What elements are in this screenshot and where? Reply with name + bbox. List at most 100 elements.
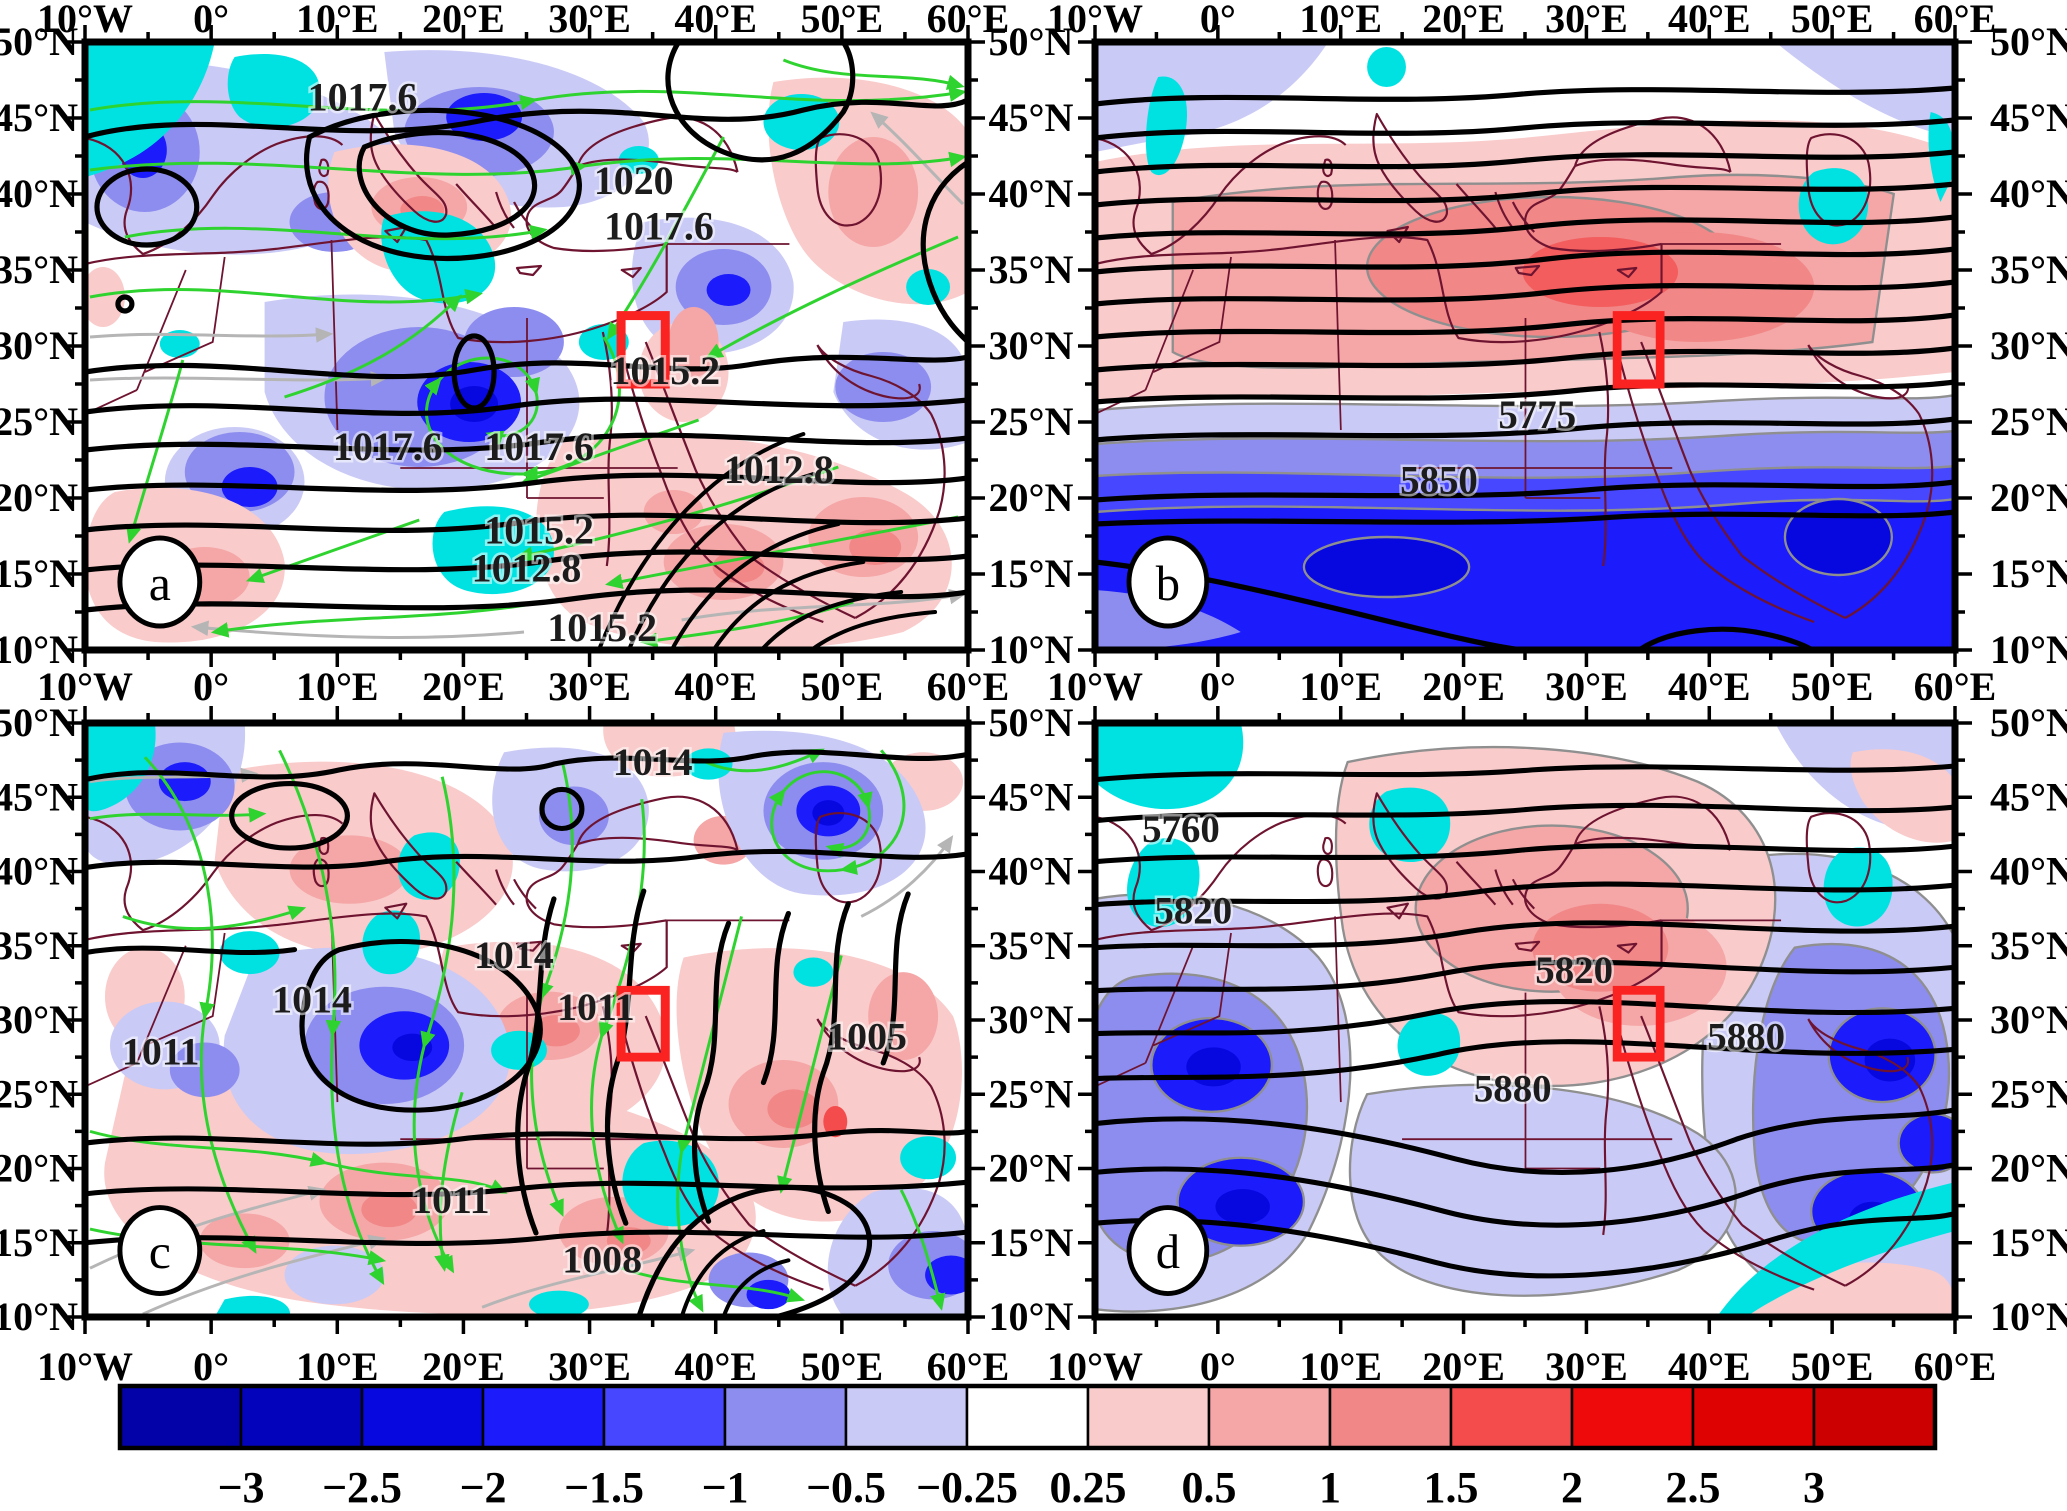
lat-tick-label: 10°N — [0, 627, 78, 672]
lat-tick-label: 15°N — [989, 551, 1074, 596]
lon-tick-label: 40°E — [1668, 1344, 1751, 1389]
lat-tick-label: 10°N — [0, 1294, 78, 1339]
contour-label: 5880 — [1474, 1068, 1552, 1111]
colorbar-tick-label: 3 — [1803, 1463, 1825, 1506]
panel-label-badge — [1126, 1205, 1210, 1296]
colorbar-cell — [723, 1384, 848, 1450]
panel-label-badge — [117, 535, 203, 629]
lon-tick-label: 60°E — [1914, 0, 1997, 41]
panel-b-contours — [1095, 85, 1955, 650]
lon-tick-label: 50°E — [801, 1344, 884, 1389]
lat-tick-label: 30°N — [1990, 997, 2067, 1042]
panel-c-shading — [85, 723, 968, 1317]
lat-tick-label: 45°N — [0, 774, 78, 819]
lon-tick-label: 30°E — [1545, 0, 1628, 41]
lat-tick-label: 20°N — [1990, 1146, 2067, 1191]
lat-tick-label: 30°N — [0, 323, 78, 368]
lon-tick-label: 30°E — [548, 1344, 631, 1389]
colorbar-tick-label: 2 — [1561, 1463, 1583, 1506]
contour-label: 5760 — [1142, 808, 1220, 851]
colorbar-tick-label: −0.25 — [916, 1463, 1018, 1506]
colorbar-tick-label: 0.25 — [1050, 1463, 1127, 1506]
lon-tick-label: 0° — [1200, 0, 1236, 41]
colorbar-tick-label: −1 — [701, 1463, 748, 1506]
lat-tick-label: 20°N — [1990, 475, 2067, 520]
lat-tick-label: 30°N — [989, 997, 1074, 1042]
contour-label: 5820 — [1154, 889, 1232, 932]
lon-tick-label: 10°E — [1299, 1344, 1382, 1389]
panel-c-contours — [85, 749, 968, 1317]
panel-label: a — [149, 555, 171, 611]
lat-tick-label: 30°N — [1990, 323, 2067, 368]
lat-tick-label: 15°N — [989, 1220, 1074, 1265]
lon-tick-label: 50°E — [1791, 664, 1874, 709]
lat-tick-label: 35°N — [0, 247, 78, 292]
lon-tick-label: 10°E — [1299, 0, 1382, 41]
lat-tick-label: 45°N — [1990, 774, 2067, 819]
contour-label: 1012.8 — [472, 546, 582, 591]
colorbar-labels: −3 −2.5 −2 −1.5 −1 −0.5 −0.25 0.25 0.5 1 1.5 2 2.5 3 — [217, 1463, 1825, 1511]
lat-tick-label: 20°N — [989, 475, 1074, 520]
panel-d-tick-marks — [1078, 706, 1972, 1334]
contour-label: 5880 — [1707, 1016, 1785, 1059]
lat-tick-label: 50°N — [0, 19, 78, 64]
contour-label: 1017.6 — [333, 424, 443, 469]
colorbar-cell — [1449, 1384, 1574, 1450]
lat-tick-label: 15°N — [1990, 551, 2067, 596]
axis-ticks — [68, 25, 1972, 1334]
contour-label: 1012.8 — [724, 447, 834, 492]
lat-tick-label: 50°N — [1990, 19, 2067, 64]
lon-tick-label: 40°E — [674, 0, 757, 41]
lat-tick-label: 10°N — [1990, 1294, 2067, 1339]
colorbar-tick-label: −1.5 — [564, 1463, 644, 1506]
colorbar-tick-label: −3 — [217, 1463, 264, 1506]
lon-tick-label: 60°E — [1914, 1344, 1997, 1389]
lat-tick-label: 20°N — [989, 1146, 1074, 1191]
study-area-box — [616, 985, 670, 1062]
lon-tick-label: 10°W — [1047, 1344, 1143, 1389]
lat-tick-label: 40°N — [0, 171, 78, 216]
colorbar-cell — [481, 1384, 606, 1450]
contour-label: 1017.6 — [604, 204, 714, 249]
lat-tick-label: 35°N — [989, 923, 1074, 968]
panel-label: b — [1156, 555, 1180, 611]
lat-tick-label: 45°N — [989, 774, 1074, 819]
lon-tick-label: 50°E — [801, 664, 884, 709]
lon-tick-label: 50°E — [801, 0, 884, 41]
colorbar-tick-label: −2.5 — [322, 1463, 402, 1506]
lon-tick-label: 10°W — [37, 1344, 133, 1389]
colorbar-tick-label: −0.5 — [806, 1463, 886, 1506]
panel-c-tick-marks — [68, 706, 985, 1334]
lon-tick-label: 10°W — [37, 0, 133, 41]
axis-labels: 10°W 0° 10°E 20°E 30°E 40°E 50°E 60°E 10°W 0° 10°E… — [0, 0, 2067, 1389]
contour-label: 1014 — [272, 978, 352, 1022]
lat-tick-label: 25°N — [989, 1071, 1074, 1116]
colorbar-tick-label: 1 — [1319, 1463, 1341, 1506]
lon-tick-label: 40°E — [674, 1344, 757, 1389]
lon-tick-label: 20°E — [422, 1344, 505, 1389]
panel-b-map: 5775 5850 b — [1095, 42, 1955, 650]
colorbar-cell — [1570, 1384, 1695, 1450]
lon-tick-label: 50°E — [1791, 1344, 1874, 1389]
panel-label-badge — [117, 1205, 203, 1296]
lat-tick-label: 35°N — [1990, 247, 2067, 292]
lat-tick-label: 40°N — [989, 171, 1074, 216]
lon-tick-label: 10°W — [1047, 0, 1143, 41]
lon-tick-label: 20°E — [1422, 664, 1505, 709]
contour-label: 1020 — [594, 158, 674, 203]
lat-tick-label: 40°N — [1990, 171, 2067, 216]
contour-label: 1008 — [562, 1238, 642, 1282]
lat-tick-label: 40°N — [1990, 849, 2067, 894]
lat-tick-label: 10°N — [989, 627, 1074, 672]
lat-tick-label: 20°N — [0, 475, 78, 520]
colorbar-cell — [360, 1384, 485, 1450]
panel-a-green-streamlines — [89, 58, 967, 648]
colorbar — [117, 1383, 1938, 1451]
contour-label: 1015.2 — [547, 605, 657, 650]
contour-label: 1011 — [557, 985, 635, 1029]
panel-c-green-streamlines — [89, 748, 946, 1313]
contour-label: 1015.2 — [610, 348, 720, 393]
lon-tick-label: 0° — [1200, 664, 1236, 709]
